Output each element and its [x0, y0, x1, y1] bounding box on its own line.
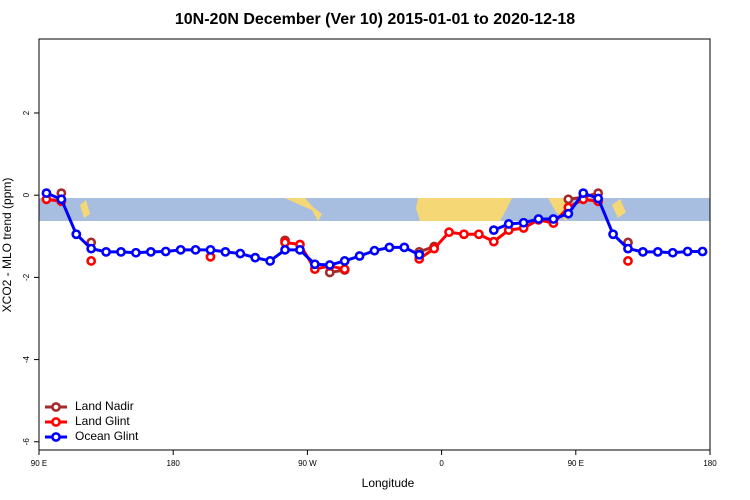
- data-point: [145, 246, 156, 257]
- data-point: [175, 244, 186, 255]
- data-point: [41, 188, 52, 199]
- data-point: [116, 246, 126, 257]
- data-point: [623, 243, 633, 254]
- y-tick-label: -6: [22, 438, 31, 446]
- x-tick-label: 90 E: [31, 459, 47, 468]
- legend-marker: [51, 417, 61, 427]
- y-tick-label: 2: [22, 110, 31, 115]
- data-point: [86, 243, 97, 254]
- data-point: [71, 229, 82, 240]
- data-point: [578, 188, 589, 199]
- data-point: [488, 236, 499, 247]
- data-point: [131, 247, 141, 258]
- x-axis-label: Longitude: [362, 476, 415, 490]
- data-point: [101, 246, 111, 257]
- data-point: [369, 245, 380, 256]
- data-point: [563, 208, 574, 219]
- data-point: [339, 264, 350, 275]
- data-point: [280, 244, 290, 255]
- data-point: [503, 219, 514, 229]
- data-point: [414, 249, 425, 260]
- data-point: [697, 246, 708, 257]
- data-point: [682, 246, 693, 257]
- data-point: [652, 246, 663, 257]
- data-point: [608, 229, 618, 240]
- y-tick-label: -2: [22, 273, 31, 281]
- plot-frame: [38, 38, 711, 451]
- data-point: [86, 256, 97, 266]
- x-tick-label: 90 W: [298, 459, 317, 468]
- data-point: [667, 247, 678, 258]
- data-point: [160, 246, 171, 257]
- legend-marker: [51, 402, 61, 412]
- y-axis-label: XCO2 - MLO trend (ppm): [0, 178, 14, 313]
- data-point: [459, 229, 469, 240]
- data-point: [205, 244, 216, 255]
- data-point: [518, 217, 529, 228]
- legend-marker: [51, 432, 61, 442]
- data-point: [563, 194, 574, 205]
- data-point: [623, 256, 633, 266]
- data-point: [295, 244, 305, 255]
- data-point: [384, 242, 395, 253]
- data-point: [429, 243, 440, 254]
- legend-label: Ocean Glint: [75, 429, 139, 443]
- y-tick-label: 0: [22, 192, 31, 197]
- x-tick-label: 90 E: [568, 459, 584, 468]
- data-point: [473, 229, 484, 240]
- chart-title: 10N-20N December (Ver 10) 2015-01-01 to …: [175, 11, 575, 28]
- data-point: [190, 244, 201, 255]
- data-point: [638, 246, 648, 257]
- x-tick-label: 180: [703, 459, 717, 468]
- data-point: [399, 242, 410, 253]
- data-point: [548, 214, 559, 224]
- legend-label: Land Nadir: [75, 399, 134, 413]
- data-point: [354, 251, 365, 261]
- data-point: [339, 256, 350, 266]
- legend-label: Land Glint: [75, 414, 130, 428]
- data-point: [265, 256, 276, 266]
- data-point: [235, 248, 246, 259]
- data-point: [593, 193, 604, 204]
- data-point: [324, 260, 335, 270]
- data-point: [220, 246, 231, 257]
- data-point: [444, 227, 454, 238]
- x-tick-label: 180: [167, 459, 181, 468]
- data-point: [488, 225, 499, 236]
- x-tick-label: 0: [439, 459, 444, 468]
- map-strip: [39, 198, 710, 221]
- data-point: [56, 194, 67, 205]
- y-tick-label: -4: [22, 355, 31, 363]
- data-point: [533, 214, 544, 224]
- data-point: [309, 259, 320, 270]
- data-point: [250, 252, 261, 263]
